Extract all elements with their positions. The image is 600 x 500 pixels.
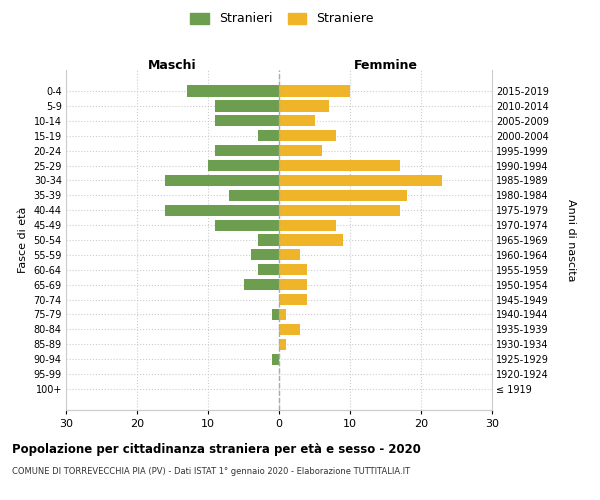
Text: Femmine: Femmine	[353, 58, 418, 71]
Bar	[166, 175, 279, 186]
Bar	[258, 234, 279, 246]
Bar	[258, 264, 279, 276]
Bar	[279, 324, 301, 335]
Bar	[215, 115, 279, 126]
Text: Popolazione per cittadinanza straniera per età e sesso - 2020: Popolazione per cittadinanza straniera p…	[12, 442, 421, 456]
Bar	[279, 145, 322, 156]
Bar	[279, 250, 301, 260]
Bar	[279, 130, 336, 141]
Bar	[279, 338, 286, 350]
Bar	[279, 234, 343, 246]
Bar	[279, 294, 307, 305]
Bar	[215, 220, 279, 230]
Bar	[279, 279, 307, 290]
Bar	[229, 190, 279, 201]
Bar	[215, 100, 279, 112]
Text: COMUNE DI TORREVECCHIA PIA (PV) - Dati ISTAT 1° gennaio 2020 - Elaborazione TUTT: COMUNE DI TORREVECCHIA PIA (PV) - Dati I…	[12, 468, 410, 476]
Y-axis label: Fasce di età: Fasce di età	[18, 207, 28, 273]
Bar	[279, 264, 307, 276]
Bar	[279, 100, 329, 112]
Bar	[272, 309, 279, 320]
Bar	[279, 309, 286, 320]
Bar	[279, 190, 407, 201]
Bar	[279, 86, 350, 96]
Bar	[215, 145, 279, 156]
Bar	[258, 130, 279, 141]
Bar	[279, 160, 400, 171]
Bar	[166, 204, 279, 216]
Bar	[279, 175, 442, 186]
Bar	[187, 86, 279, 96]
Text: Maschi: Maschi	[148, 58, 197, 71]
Legend: Stranieri, Straniere: Stranieri, Straniere	[187, 8, 377, 29]
Bar	[244, 279, 279, 290]
Bar	[279, 204, 400, 216]
Bar	[251, 250, 279, 260]
Bar	[208, 160, 279, 171]
Y-axis label: Anni di nascita: Anni di nascita	[566, 198, 576, 281]
Bar	[279, 115, 314, 126]
Bar	[272, 354, 279, 365]
Bar	[279, 220, 336, 230]
